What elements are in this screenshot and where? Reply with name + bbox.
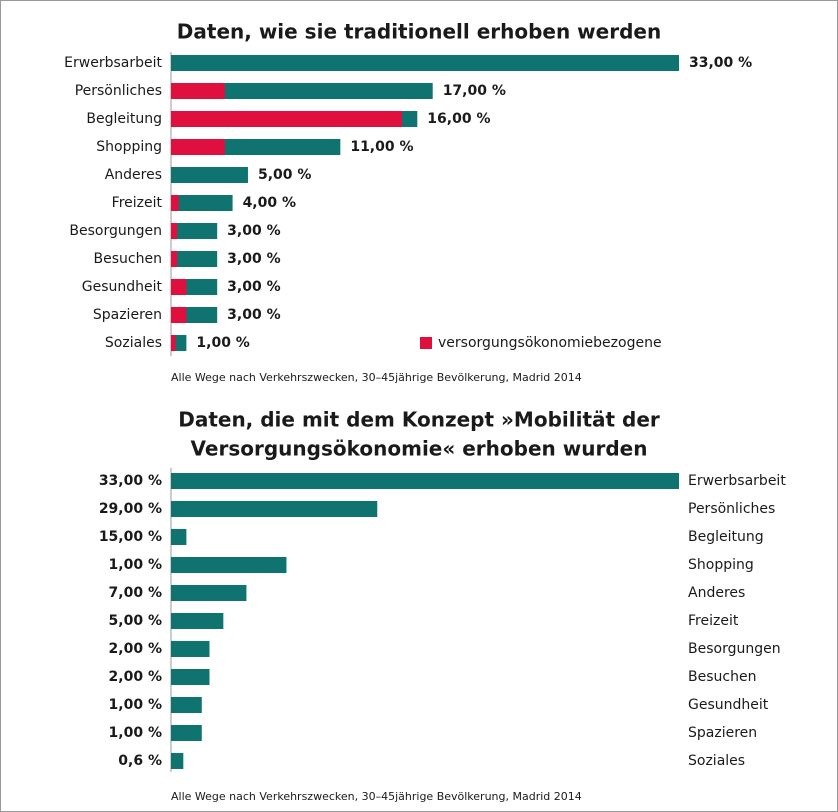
bar <box>171 83 225 99</box>
bar <box>171 195 233 211</box>
category-label: Begleitung <box>86 111 162 127</box>
percent-label: 1,00 % <box>109 697 162 713</box>
category-label: Shopping <box>96 139 162 155</box>
percent-label: 29,00 % <box>99 501 162 517</box>
bar <box>171 111 402 127</box>
value-label: 17,00 % <box>443 83 506 99</box>
category-label: Gesundheit <box>82 279 163 295</box>
value-label: 3,00 % <box>227 279 280 295</box>
category-label: Persönliches <box>688 501 775 517</box>
bar <box>171 251 178 267</box>
category-label: Persönliches <box>75 83 162 99</box>
percent-label: 5,00 % <box>109 613 162 629</box>
category-label: Erwerbsarbeit <box>688 473 786 489</box>
percent-label: 2,00 % <box>109 669 162 685</box>
bar <box>171 529 187 545</box>
legend-swatch <box>420 337 432 349</box>
chart-title: Daten, wie sie traditionell erhoben werd… <box>177 20 661 44</box>
percent-label: 1,00 % <box>109 557 162 573</box>
category-label: Shopping <box>688 557 754 573</box>
percent-label: 1,00 % <box>109 725 162 741</box>
bar <box>171 279 187 295</box>
value-label: 11,00 % <box>350 139 413 155</box>
percent-label: 33,00 % <box>99 473 162 489</box>
category-label: Spazieren <box>688 725 757 741</box>
bar <box>171 557 287 573</box>
note: Alle Wege nach Verkehrszwecken, 30–45jäh… <box>171 790 582 803</box>
value-label: 33,00 % <box>689 55 752 71</box>
note: Alle Wege nach Verkehrszwecken, 30–45jäh… <box>171 371 582 384</box>
bar <box>171 223 178 239</box>
value-label: 16,00 % <box>427 111 490 127</box>
bar <box>171 585 247 601</box>
category-label: Spazieren <box>93 307 162 323</box>
bar <box>171 83 433 99</box>
value-label: 1,00 % <box>196 335 249 351</box>
category-label: Freizeit <box>688 613 739 629</box>
bar <box>171 669 210 685</box>
bar <box>171 697 202 713</box>
value-label: 3,00 % <box>227 307 280 323</box>
bar <box>171 223 218 239</box>
bar <box>171 167 248 183</box>
percent-label: 2,00 % <box>109 641 162 657</box>
category-label: Begleitung <box>688 529 764 545</box>
percent-label: 7,00 % <box>109 585 162 601</box>
bar <box>171 613 224 629</box>
bar <box>171 55 679 71</box>
bar <box>171 501 378 517</box>
bar <box>171 307 187 323</box>
bar <box>171 251 218 267</box>
category-label: Freizeit <box>112 195 163 211</box>
percent-label: 0,6 % <box>118 753 162 769</box>
percent-label: 15,00 % <box>99 529 162 545</box>
value-label: 3,00 % <box>227 223 280 239</box>
bar <box>171 473 679 489</box>
category-label: Anderes <box>688 585 745 601</box>
legend-label: versorgungsökonomiebezogene <box>438 335 662 351</box>
value-label: 4,00 % <box>243 195 296 211</box>
category-label: Besuchen <box>688 669 756 685</box>
bar <box>171 195 179 211</box>
bar <box>171 641 210 657</box>
bar <box>171 139 225 155</box>
chart-title: Versorgungsökonomie« erhoben wurden <box>191 437 648 461</box>
category-label: Gesundheit <box>688 697 769 713</box>
bar <box>171 335 176 351</box>
bar <box>171 725 202 741</box>
chart-title: Daten, die mit dem Konzept »Mobilität de… <box>178 408 660 432</box>
category-label: Soziales <box>105 335 162 351</box>
value-label: 3,00 % <box>227 251 280 267</box>
bar <box>171 753 184 769</box>
category-label: Erwerbsarbeit <box>64 55 162 71</box>
value-label: 5,00 % <box>258 167 311 183</box>
category-label: Besorgungen <box>688 641 781 657</box>
category-label: Anderes <box>105 167 162 183</box>
category-label: Besorgungen <box>69 223 162 239</box>
category-label: Soziales <box>688 753 745 769</box>
category-label: Besuchen <box>94 251 162 267</box>
